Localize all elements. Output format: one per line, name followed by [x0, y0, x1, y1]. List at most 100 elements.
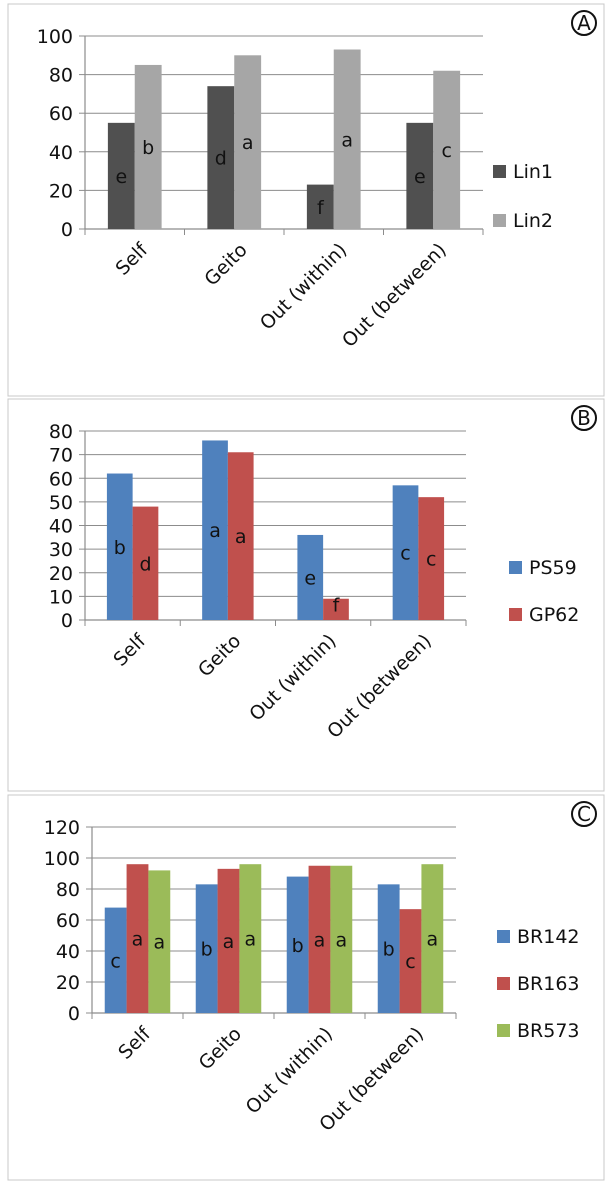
y-tick-label: 80	[49, 421, 73, 443]
y-tick-label: 0	[68, 1003, 80, 1025]
bar-data-label: a	[427, 929, 439, 951]
bar-data-label: a	[132, 929, 144, 951]
bar-data-label: c	[441, 140, 451, 162]
y-tick-label: 30	[49, 539, 73, 561]
bar-data-label: a	[245, 929, 257, 951]
bar-gp62-3	[418, 497, 445, 620]
bar-lin1-3	[406, 122, 434, 229]
y-tick-label: 80	[49, 65, 73, 87]
y-tick-label: 70	[49, 445, 73, 467]
y-tick-label: 40	[56, 941, 80, 963]
legend-label-lin2: Lin2	[513, 210, 553, 232]
bar-data-label: a	[235, 526, 247, 548]
bar-data-label: a	[209, 520, 221, 542]
bar-data-label: c	[400, 543, 410, 565]
bar-lin1-1	[207, 86, 235, 230]
bar-data-label: e	[414, 166, 426, 188]
bar-data-label: d	[139, 553, 151, 575]
bar-br163-2	[308, 865, 331, 1013]
bar-lin2-3	[433, 70, 461, 230]
y-tick-label: 60	[49, 468, 73, 490]
y-tick-label: 120	[44, 817, 80, 839]
bar-data-label: b	[383, 939, 395, 961]
y-tick-label: 0	[61, 219, 73, 241]
bar-data-label: c	[405, 951, 415, 973]
y-tick-label: 100	[37, 26, 73, 48]
bar-br142-0	[104, 907, 127, 1013]
legend-swatch-br163	[497, 977, 510, 990]
bar-br142-2	[286, 876, 309, 1013]
bar-ps59-0	[106, 473, 133, 620]
y-tick-label: 40	[49, 142, 73, 164]
panel-letter: B	[577, 406, 591, 430]
bar-data-label: a	[242, 132, 254, 154]
panel-letter-circle	[571, 10, 597, 36]
bar-gp62-0	[132, 506, 159, 620]
legend-swatch-br573	[497, 1024, 510, 1037]
bar-data-label: a	[336, 929, 348, 951]
bar-data-label: a	[223, 931, 235, 953]
bar-gp62-1	[227, 452, 254, 620]
bar-data-label: b	[142, 137, 154, 159]
bar-ps59-2	[297, 534, 324, 620]
y-tick-label: 80	[56, 879, 80, 901]
legend-swatch-lin1	[493, 165, 506, 178]
y-tick-label: 40	[49, 516, 73, 538]
y-tick-label: 60	[49, 103, 73, 125]
bar-lin1-2	[306, 184, 334, 229]
bar-data-label: f	[317, 197, 325, 219]
legend-swatch-gp62	[509, 608, 522, 621]
bar-data-label: b	[201, 939, 213, 961]
legend-label-br163: BR163	[517, 973, 580, 995]
bar-lin1-0	[107, 122, 135, 229]
bar-br142-1	[195, 884, 218, 1013]
y-tick-label: 20	[49, 563, 73, 585]
legend-swatch-br142	[497, 930, 510, 943]
bar-data-label: b	[292, 935, 304, 957]
bar-ps59-3	[392, 485, 419, 620]
y-tick-label: 20	[56, 972, 80, 994]
panel-letter-circle	[571, 801, 597, 827]
panel-letter-circle	[571, 405, 597, 431]
bar-data-label: c	[110, 950, 120, 972]
bar-data-label: c	[426, 549, 436, 571]
bar-br573-3	[421, 864, 444, 1013]
legend-swatch-ps59	[509, 561, 522, 574]
bar-data-label: e	[304, 567, 316, 589]
bar-br573-2	[330, 865, 353, 1013]
bar-gp62-2	[323, 598, 349, 620]
bar-data-label: b	[114, 537, 126, 559]
y-tick-label: 100	[44, 848, 80, 870]
legend-swatch-lin2	[493, 214, 506, 227]
bar-lin2-1	[234, 55, 262, 229]
legend-label-br573: BR573	[517, 1020, 580, 1042]
panel-frame	[7, 3, 605, 397]
legend-label-ps59: PS59	[529, 557, 577, 579]
bar-br163-0	[126, 864, 149, 1013]
legend-label-br142: BR142	[517, 926, 580, 948]
panel-letter: C	[577, 802, 591, 826]
bar-br163-3	[399, 909, 422, 1013]
y-tick-label: 20	[49, 180, 73, 202]
y-tick-label: 60	[56, 910, 80, 932]
bar-data-label: a	[341, 129, 353, 151]
bar-lin2-0	[134, 64, 162, 229]
bar-ps59-1	[202, 440, 228, 620]
bar-br142-3	[377, 884, 400, 1013]
panel-letter: A	[577, 11, 591, 35]
y-tick-label: 50	[49, 492, 73, 514]
y-tick-label: 10	[49, 586, 73, 608]
y-tick-label: 0	[61, 610, 73, 632]
legend-label-gp62: GP62	[529, 604, 579, 626]
bar-br573-0	[148, 870, 171, 1013]
bar-data-label: a	[154, 932, 166, 954]
bar-data-label: d	[215, 148, 227, 170]
bar-lin2-2	[333, 49, 361, 230]
bar-br573-1	[239, 864, 262, 1013]
bar-data-label: e	[115, 166, 127, 188]
bar-br163-1	[217, 868, 240, 1013]
